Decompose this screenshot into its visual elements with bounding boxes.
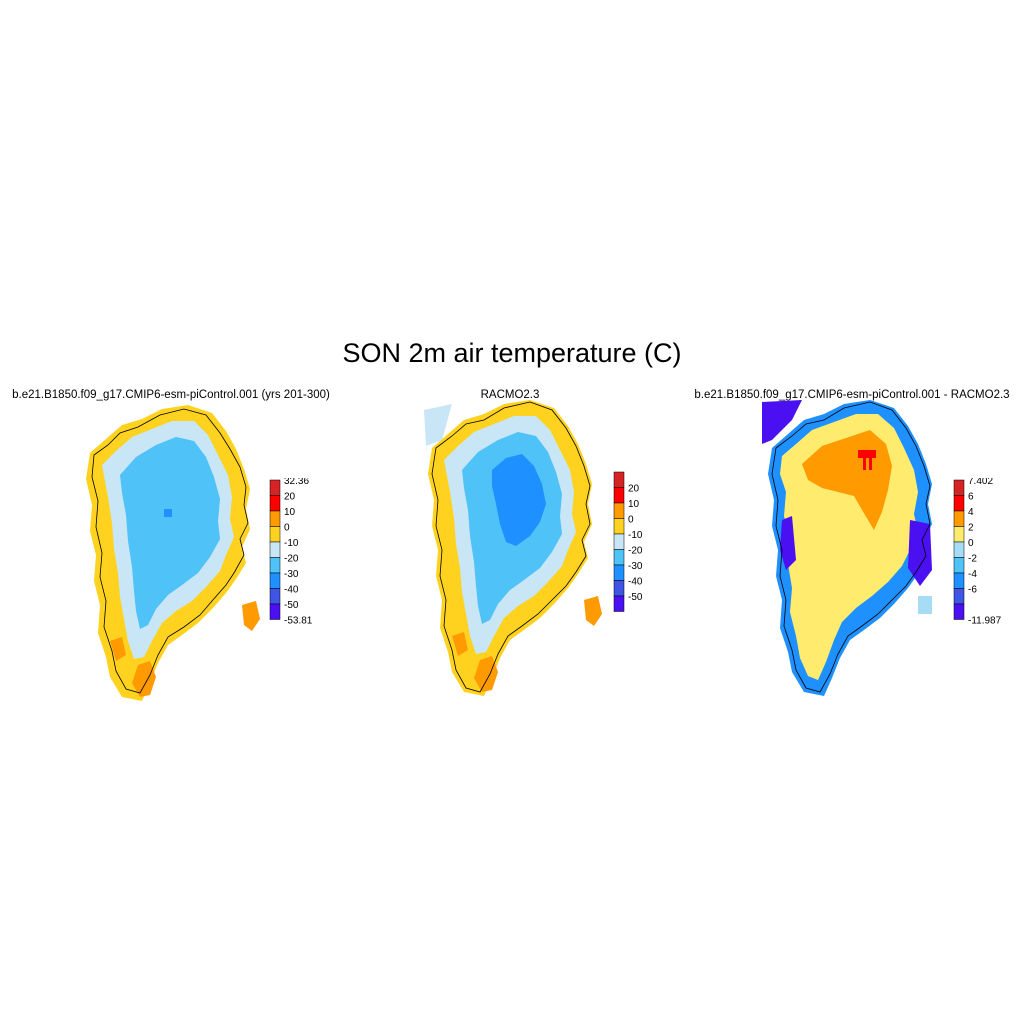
cb2-tick-label: -11.987 [968,616,1002,627]
panel-2-title: RACMO2.3 [480,389,540,401]
panel-1-region-3 [164,509,172,517]
cb2-swatch-4 [953,541,965,558]
cb1-swatch-3 [613,518,625,535]
panel-1-region-6 [110,637,126,661]
panel-1-region-4 [242,601,260,631]
cb1-tick-label: -40 [628,577,643,588]
panel-1-field [86,405,260,701]
panel-3-coastline [771,401,931,693]
cb1-swatch-5 [613,549,625,566]
cb2-swatch-2 [953,510,965,527]
panel-2-field [424,400,602,696]
cb2-swatch-5 [953,557,965,574]
panel-2-region-4 [424,404,452,446]
cb0-swatch-4 [269,541,281,558]
cb0-swatch-5 [269,557,281,574]
figure-title: SON 2m air temperature (C) [342,338,682,368]
cb0-tick-label: -20 [284,554,299,565]
panel-3-colorbar: 7.402 6 4 2 0 -2 -4 -6 -11.987 [953,478,1002,627]
panel-2-map [424,400,602,696]
cb0-swatch-2 [269,510,281,527]
panel-3-title: b.e21.B1850.f09_g17.CMIP6-esm-piControl.… [694,389,1010,401]
cb0-swatch-7 [269,588,281,605]
cb2-tick-label: -2 [968,554,977,565]
cb2-tick-label: 2 [968,523,974,534]
cb1-tick-label: -20 [628,546,643,557]
cb0-swatch-6 [269,572,281,589]
cb1-swatch-1 [613,487,625,504]
cb1-tick-label: -10 [628,530,643,541]
cb0-tick-label: 32.36 [284,478,309,487]
cb2-tick-label: -4 [968,569,977,580]
cb2-swatch-3 [953,526,965,543]
cb1-tick-label: 10 [628,499,640,510]
cb1-tick-label: -50 [628,592,643,603]
cb0-swatch-1 [269,495,281,512]
panel-3-map [762,400,932,696]
panel-1-title: b.e21.B1850.f09_g17.CMIP6-esm-piControl.… [12,389,330,401]
cb0-tick-label: 10 [284,507,296,518]
cb2-swatch-8 [953,603,965,620]
panel-2-coastline [431,401,591,693]
panel-3-field [762,400,932,696]
panel-2-region-3 [492,454,546,546]
cb2-swatch-1 [953,495,965,512]
cb1-swatch-7 [613,580,625,597]
cb1-tick-label: 0 [628,515,634,526]
cb2-swatch-6 [953,572,965,589]
cb2-swatch-0 [953,479,965,496]
panel-3-region-3 [858,450,876,470]
cb0-tick-label: 0 [284,523,290,534]
panel-2-region-6 [474,656,498,692]
cb0-tick-label: -53.81 [284,616,313,627]
cb2-tick-label: 4 [968,507,974,518]
cb0-tick-label: -30 [284,569,299,580]
panel-1-colorbar: 32.36 20 10 0 -10 -20 -30 -40 -50 -53.81 [269,478,313,627]
cb1-tick-label: 20 [628,484,640,495]
cb1-swatch-8 [613,595,625,612]
cb0-swatch-3 [269,526,281,543]
panel-2-region-7 [452,632,468,656]
panel-2-colorbar: 20 10 0 -10 -20 -30 -40 -50 [613,471,643,612]
cb0-swatch-8 [269,603,281,620]
panel-3-region-6 [780,516,796,570]
panel-1-region-2 [120,437,220,629]
cb1-swatch-4 [613,533,625,550]
cb0-tick-label: -50 [284,600,299,611]
panel-3-region-7 [918,596,932,614]
panel-3-region-4 [762,400,802,444]
cb0-tick-label: -40 [284,585,299,596]
cb2-swatch-7 [953,588,965,605]
cb2-tick-label: 6 [968,492,974,503]
cb1-swatch-6 [613,564,625,581]
cb1-swatch-2 [613,502,625,519]
cb0-tick-label: -10 [284,538,299,549]
cb2-tick-label: 7.402 [968,478,993,487]
cb0-tick-label: 20 [284,492,296,503]
panel-1-region-5 [132,661,156,697]
cb1-swatch-0 [613,471,625,488]
panel-1-map [86,405,260,701]
cb1-tick-label: -30 [628,561,643,572]
cb0-swatch-0 [269,479,281,496]
panel-3-region-5 [908,520,932,586]
panel-1-coastline [91,408,249,694]
cb2-tick-label: -6 [968,585,977,596]
panel-2-region-5 [584,596,602,626]
cb2-tick-label: 0 [968,538,974,549]
